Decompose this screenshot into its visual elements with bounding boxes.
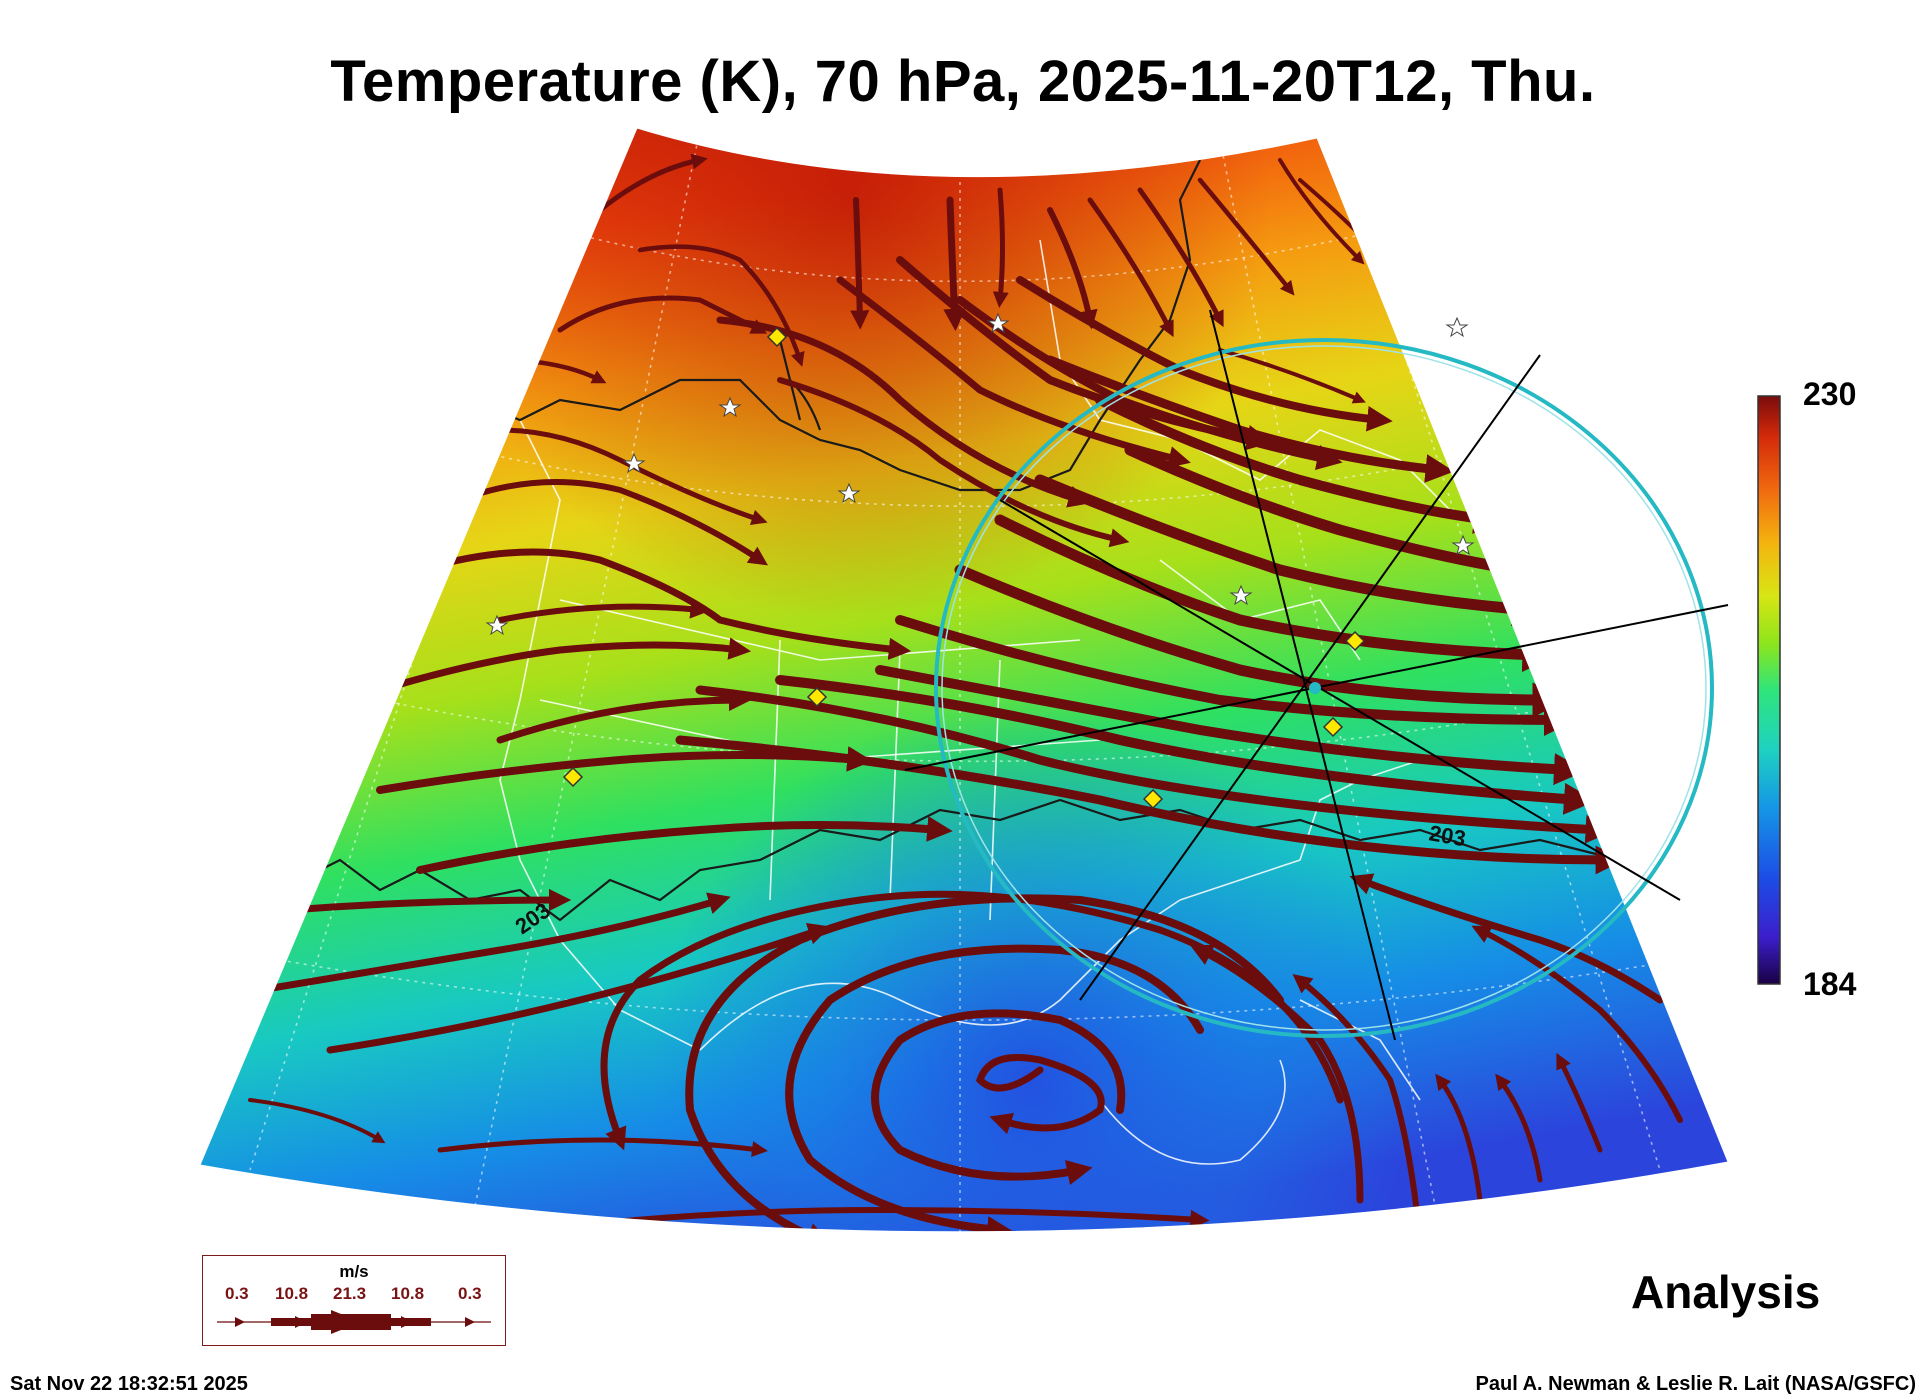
panel-label: Analysis [1631,1266,1821,1318]
colorbar [1757,395,1781,985]
legend-value: 0.3 [458,1284,482,1303]
star-markers [485,312,1475,636]
focus-line [1079,354,1541,1001]
star-marker [1451,534,1475,556]
star-marker [622,452,646,474]
diamond-marker [806,686,828,708]
diamond-marker [1344,630,1366,652]
star-marker [837,482,861,504]
legend-value: 10.8 [391,1284,425,1303]
legend-units: m/s [339,1262,369,1281]
diamond-marker [766,326,788,348]
footer-credit: Paul A. Newman & Leslie R. Lait (NASA/GS… [1475,1373,1916,1395]
temperature-field: 203 203 [200,128,1728,1232]
legend-value: 0.3 [225,1284,249,1303]
focus-circle [934,338,1714,1038]
streamlines [248,153,1683,1232]
focus-center [1309,682,1321,694]
focus-line [999,499,1681,901]
colorbar-min-label: 184 [1803,966,1857,1002]
diamond-markers [562,326,1366,810]
diamond-marker [1322,716,1344,738]
map-title: Temperature (K), 70 hPa, 2025-11-20T12, … [330,49,1596,114]
wind-speed-legend: m/s 0.3 10.8 21.3 10.8 0.3 [202,1255,506,1346]
star-marker [485,614,509,636]
star-marker [1229,584,1253,606]
focus-region [904,309,1729,1041]
legend-arrow [217,1310,491,1334]
colorbar-max-label: 230 [1803,376,1857,412]
diamond-marker [1142,788,1164,810]
star-marker [986,312,1010,334]
legend-value: 10.8 [275,1284,309,1303]
map-boundary [199,127,1729,1233]
focus-line [1209,309,1396,1041]
diamond-marker [562,766,584,788]
legend-value: 21.3 [333,1284,367,1303]
star-marker [718,396,742,418]
footer-timestamp: Sat Nov 22 18:32:51 2025 [10,1373,248,1395]
star-marker [1445,316,1469,338]
